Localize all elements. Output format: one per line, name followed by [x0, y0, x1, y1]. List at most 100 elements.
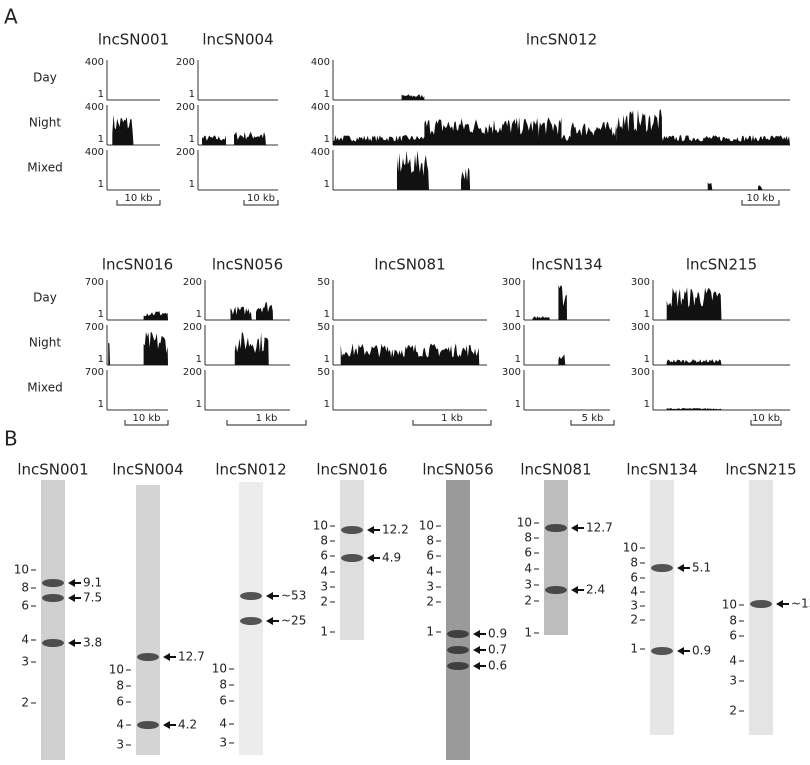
- blot-title: lncSN001: [17, 461, 88, 479]
- y-min-label: 1: [196, 399, 202, 410]
- blot-band: [447, 630, 469, 638]
- band-size: ~13: [791, 597, 810, 611]
- marker-label: 10: [517, 516, 532, 530]
- y-min-label: 1: [644, 309, 650, 320]
- blot-title: lncSN081: [520, 461, 591, 479]
- blot-band: [42, 594, 64, 602]
- marker-label: 3: [219, 736, 227, 750]
- gene-title: lncSN001: [98, 31, 169, 49]
- band-size: ~53: [281, 589, 306, 603]
- blot-band: [137, 653, 159, 661]
- y-min-label: 1: [515, 354, 521, 365]
- scale-bar: [570, 420, 615, 426]
- y-min-label: 1: [324, 309, 330, 320]
- y-min-label: 1: [98, 179, 104, 190]
- coverage: [256, 302, 273, 320]
- scale-label: 10 kb: [124, 193, 152, 204]
- band-arrow: [571, 524, 584, 532]
- gene-title: lncSN004: [202, 31, 273, 49]
- marker-label: 2: [524, 594, 532, 608]
- y-max-label: 200: [183, 322, 202, 333]
- y-max-label: 400: [85, 147, 104, 158]
- scale-label: 10 kb: [132, 413, 160, 424]
- band-arrow: [163, 721, 176, 729]
- y-min-label: 1: [324, 399, 330, 410]
- marker-label: 10: [623, 541, 638, 555]
- row-label: Night: [29, 336, 62, 350]
- marker-label: 1: [524, 626, 532, 640]
- scale-bar: [243, 200, 279, 206]
- marker-label: 4: [426, 565, 434, 579]
- row-label: Mixed: [27, 381, 62, 395]
- coverage: [143, 310, 168, 320]
- coverage: [616, 109, 663, 145]
- blot-band: [651, 647, 673, 655]
- band-arrow: [367, 554, 380, 562]
- band-size: ~25: [281, 614, 306, 628]
- marker-label: 8: [729, 614, 737, 628]
- scale-label: 1 kb: [441, 413, 463, 424]
- band-arrow: [367, 526, 380, 534]
- y-max-label: 50: [317, 367, 330, 378]
- panel-label: B: [4, 427, 18, 451]
- band-arrow: [473, 646, 486, 654]
- band-arrow: [266, 592, 279, 600]
- band-size: 0.6: [488, 659, 507, 673]
- marker-label: 6: [426, 549, 434, 563]
- coverage: [666, 287, 722, 320]
- y-max-label: 300: [502, 277, 521, 288]
- y-min-label: 1: [644, 354, 650, 365]
- y-max-label: 200: [176, 147, 195, 158]
- y-max-label: 200: [176, 102, 195, 113]
- marker-label: 10: [313, 519, 328, 533]
- y-max-label: 400: [311, 102, 330, 113]
- marker-label: 2: [729, 704, 737, 718]
- coverage: [532, 316, 550, 320]
- y-max-label: 700: [85, 277, 104, 288]
- blot-title: lncSN215: [725, 461, 796, 479]
- marker-label: 10: [14, 563, 29, 577]
- marker-label: 4: [524, 562, 532, 576]
- y-min-label: 1: [324, 89, 330, 100]
- blot-band: [651, 564, 673, 572]
- scale-bar: [226, 420, 307, 426]
- band-size: 4.2: [178, 718, 197, 732]
- row-label: Day: [33, 71, 57, 85]
- marker-label: 3: [426, 580, 434, 594]
- marker-label: 8: [524, 531, 532, 545]
- band-size: 0.9: [692, 644, 711, 658]
- band-size: 3.8: [83, 636, 102, 650]
- marker-label: 2: [320, 595, 328, 609]
- band-size: 7.5: [83, 591, 102, 605]
- coverage: [570, 121, 617, 145]
- coverage: [108, 342, 111, 365]
- y-max-label: 400: [85, 57, 104, 68]
- blot-lane: [136, 485, 160, 755]
- marker-label: 2: [426, 595, 434, 609]
- y-max-label: 300: [502, 322, 521, 333]
- y-min-label: 1: [189, 179, 195, 190]
- marker-label: 8: [21, 581, 29, 595]
- marker-label: 3: [21, 655, 29, 669]
- scale-bar: [412, 420, 492, 426]
- blot-lane: [446, 480, 470, 760]
- y-max-label: 700: [85, 367, 104, 378]
- marker-label: 4: [630, 585, 638, 599]
- marker-label: 8: [426, 534, 434, 548]
- y-min-label: 1: [98, 89, 104, 100]
- band-size: 0.7: [488, 643, 507, 657]
- marker-label: 10: [722, 598, 737, 612]
- band-arrow: [266, 617, 279, 625]
- blot-lane: [544, 480, 568, 635]
- blot-band: [341, 526, 363, 534]
- band-arrow: [776, 600, 789, 608]
- y-max-label: 200: [176, 57, 195, 68]
- y-max-label: 300: [631, 277, 650, 288]
- gene-title: lncSN215: [686, 256, 757, 274]
- panel-label: A: [4, 5, 18, 29]
- blot-title: lncSN134: [626, 461, 697, 479]
- marker-label: 6: [116, 695, 124, 709]
- scale-label: 1 kb: [256, 413, 278, 424]
- coverage: [401, 94, 425, 100]
- scale-bar: [750, 420, 782, 426]
